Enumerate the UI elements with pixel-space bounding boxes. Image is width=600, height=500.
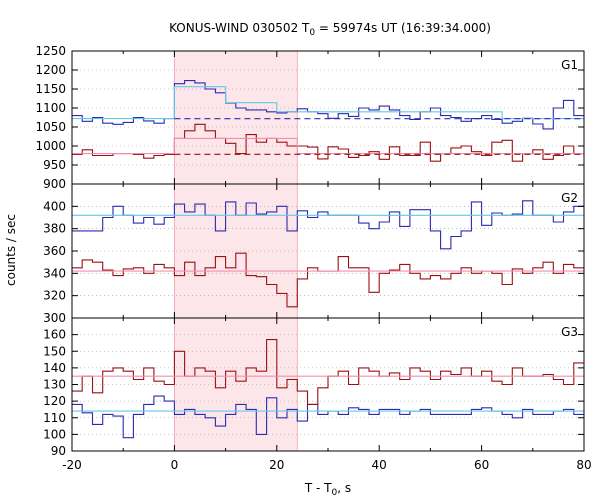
panel-g3-ytick-label: 150 (43, 344, 66, 358)
panel-g3-label: G3 (561, 325, 578, 339)
panel-g2-series-red (72, 252, 584, 308)
panel-g3-ytick-label: 90 (51, 444, 66, 458)
panel-g1-ytick-label: 950 (43, 158, 66, 172)
panel-g3-ytick-label: 130 (43, 378, 66, 392)
panel-g3-series-red (72, 339, 584, 405)
x-tick-label: 0 (171, 458, 179, 472)
x-tick-label: 40 (372, 458, 387, 472)
panel-g1-series-blue (72, 80, 584, 130)
panel-g1-series-cyan (72, 86, 584, 120)
panel-g3-ytick-label: 160 (43, 328, 66, 342)
series-layer (72, 80, 584, 439)
panel-g3-series-blue (72, 395, 584, 439)
panel-g1-ytick-label: 1100 (35, 101, 66, 115)
panel-g3-ytick-label: 110 (43, 411, 66, 425)
panel-g2-ytick-label: 300 (43, 311, 66, 325)
panel-g3-ytick-label: 100 (43, 427, 66, 441)
x-tick-label: 20 (269, 458, 284, 472)
panel-g2-ytick-label: 400 (43, 199, 66, 213)
chart-title: KONUS-WIND 030502 T0 = 59974s UT (16:39:… (169, 21, 491, 38)
panel-g2-ytick-label: 380 (43, 222, 66, 236)
panel-g2-ytick-label: 340 (43, 266, 66, 280)
panel-g2-series-blue (72, 200, 584, 250)
y-axis-label: counts / sec (4, 214, 18, 286)
panel-g1-label: G1 (561, 58, 578, 72)
panel-g1-ytick-label: 1000 (35, 139, 66, 153)
panel-g2-ytick-label: 360 (43, 244, 66, 258)
panel-g3-ytick-label: 140 (43, 361, 66, 375)
panel-g1-ytick-label: 1050 (35, 120, 66, 134)
ticks-layer: 900950100010501100115012001250G130032034… (35, 44, 591, 472)
panel-g1-ytick-label: 1250 (35, 44, 66, 58)
panel-g1-series-red (72, 123, 584, 162)
panel-g1-ytick-label: 900 (43, 177, 66, 191)
panel-g3-ytick-label: 120 (43, 394, 66, 408)
x-tick-label: -20 (62, 458, 82, 472)
panel-g1-ytick-label: 1200 (35, 63, 66, 77)
panel-g1-series-pink (72, 137, 584, 155)
panel-g1-ytick-label: 1150 (35, 82, 66, 96)
x-tick-label: 80 (576, 458, 591, 472)
panel-g2-label: G2 (561, 191, 578, 205)
panel-g2-ytick-label: 320 (43, 289, 66, 303)
x-tick-label: 60 (474, 458, 489, 472)
x-axis-label: T - T0, s (304, 481, 351, 498)
